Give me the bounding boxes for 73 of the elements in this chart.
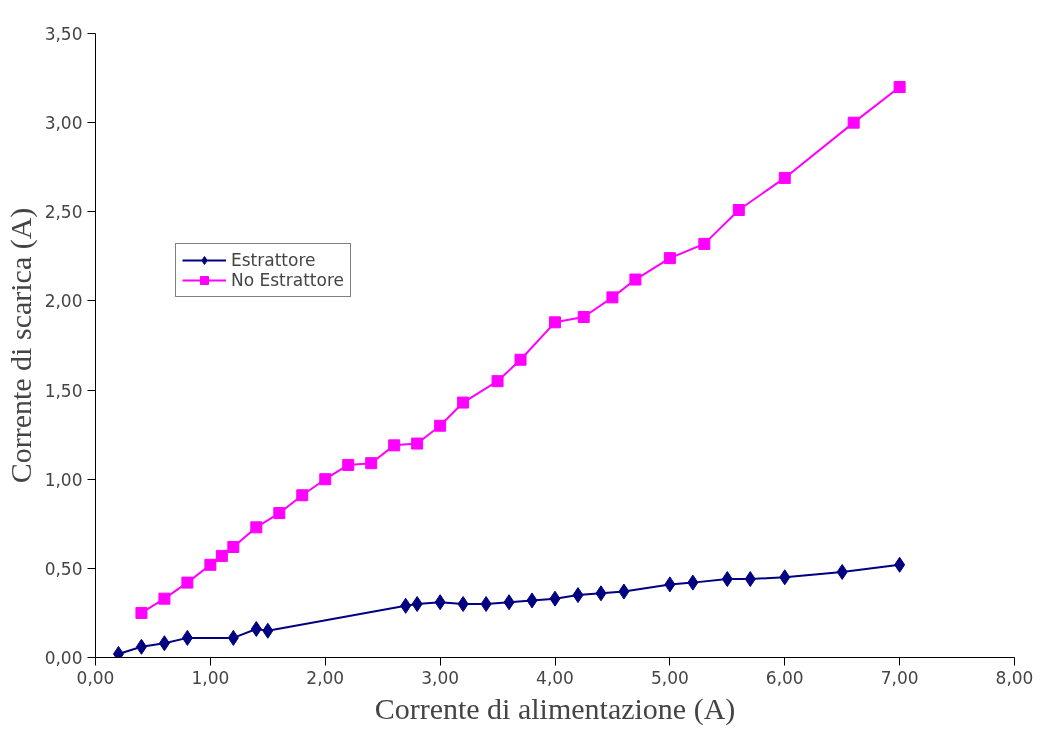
point — [411, 596, 423, 613]
point — [549, 316, 561, 329]
point — [388, 439, 401, 452]
point — [215, 549, 228, 562]
point — [227, 629, 239, 646]
y-tick-label: 1,50 — [44, 380, 83, 401]
point — [721, 571, 733, 588]
legend-label: No Estrattore — [231, 270, 344, 290]
point — [847, 116, 860, 129]
point — [273, 507, 286, 520]
point — [227, 540, 240, 553]
point — [158, 592, 171, 605]
point — [549, 590, 561, 607]
point — [250, 620, 262, 637]
point — [434, 594, 446, 611]
point — [319, 473, 332, 486]
x-tick-label: 1,00 — [191, 667, 230, 688]
x-tick-label: 3,00 — [421, 667, 460, 688]
point — [732, 204, 745, 216]
point — [779, 569, 791, 586]
point — [400, 597, 412, 614]
point — [744, 571, 756, 588]
y-tick-label: 0,50 — [44, 558, 83, 579]
point — [204, 558, 217, 571]
y-tick-label: 0,00 — [44, 648, 83, 668]
x-tick-label: 4,00 — [536, 667, 574, 688]
point — [663, 252, 676, 265]
point — [434, 419, 447, 432]
point — [503, 594, 515, 611]
point — [365, 457, 378, 470]
point — [577, 310, 590, 323]
x-tick-label: 2,00 — [306, 667, 345, 688]
y-axis-title: Corrente di scarica (A) — [3, 207, 38, 484]
point — [250, 521, 263, 534]
y-tick-label: 3,00 — [44, 113, 83, 134]
legend-label: Estrattore — [231, 250, 316, 270]
y-tick-label: 2,00 — [44, 291, 83, 312]
point — [836, 563, 848, 580]
point — [664, 576, 676, 593]
point — [135, 638, 147, 655]
point — [480, 596, 492, 613]
point — [606, 291, 619, 304]
point — [894, 556, 906, 573]
point — [572, 587, 584, 604]
point — [262, 622, 274, 639]
y-tick-label: 2,50 — [44, 202, 83, 223]
point — [778, 171, 791, 184]
x-tick-label: 7,00 — [880, 667, 919, 688]
y-tick-label: 1,00 — [44, 469, 83, 490]
point — [629, 273, 642, 286]
point — [342, 458, 355, 471]
point — [158, 635, 170, 652]
point — [687, 574, 699, 591]
point — [181, 629, 193, 646]
point — [491, 375, 504, 388]
point — [514, 353, 527, 366]
point — [135, 606, 148, 619]
point — [296, 489, 309, 502]
point — [411, 437, 424, 450]
point — [457, 396, 470, 409]
x-tick-label: 5,00 — [650, 667, 689, 688]
point — [893, 80, 906, 93]
point — [181, 576, 194, 589]
point — [698, 237, 711, 250]
point — [618, 583, 630, 600]
point — [595, 585, 607, 602]
x-tick-label: 6,00 — [765, 667, 804, 688]
x-tick-label: 0,00 — [76, 667, 115, 688]
point — [526, 592, 538, 609]
x-tick-label: 8,00 — [995, 667, 1034, 688]
x-axis-title: Corrente di alimentazione (A) — [374, 691, 736, 726]
y-tick-label: 3,50 — [44, 24, 83, 44]
point — [457, 596, 469, 613]
